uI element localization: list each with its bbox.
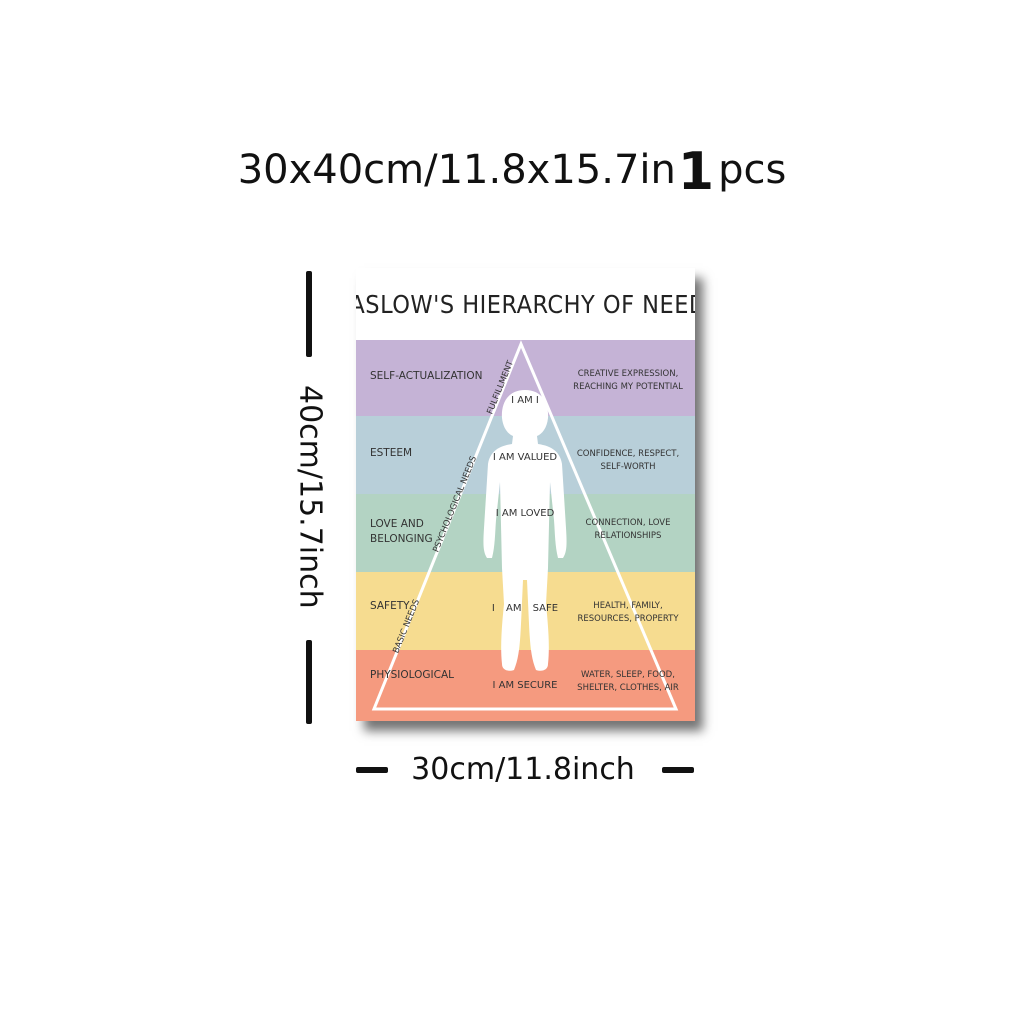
level-desc-self-actualization: CREATIVE EXPRESSION, REACHING MY POTENTI…	[573, 369, 683, 392]
statement-safety: I AM SAFE	[491, 603, 559, 614]
size-text: 30x40cm/11.8x15.7in	[237, 147, 676, 193]
height-dimension-bar-bottom	[306, 640, 312, 724]
statement-esteem: I AM VALUED	[492, 452, 558, 463]
level-name-self-actualization: SELF-ACTUALIZATION	[370, 370, 483, 382]
level-name-physiological: PHYSIOLOGICAL	[370, 669, 455, 681]
poster-title: MASLOW'S HIERARCHY OF NEEDS	[356, 289, 695, 319]
level-desc-esteem: CONFIDENCE, RESPECT, SELF-WORTH	[576, 449, 680, 472]
hierarchy-triangle-figure	[371, 340, 679, 711]
height-dimension-label: 40cm/15.7inch	[292, 385, 328, 609]
height-dimension-bar-top	[306, 271, 312, 357]
level-name-safety: SAFETY	[370, 600, 410, 612]
width-dimension-bar-left	[356, 767, 388, 773]
poster: MASLOW'S HIERARCHY OF NEEDS SELF-ACTUALI…	[356, 268, 695, 721]
quantity-number: 1	[677, 142, 715, 202]
level-name-love-belonging: LOVE AND BELONGING	[370, 518, 433, 545]
statement-love-belonging: I AM LOVED	[495, 508, 555, 519]
product-size-headline: 30x40cm/11.8x15.7in1 pcs	[0, 136, 1024, 202]
width-dimension-label: 30cm/11.8inch	[411, 752, 635, 787]
statement-self-actualization: I AM I	[511, 395, 539, 406]
quantity-unit: pcs	[718, 147, 787, 193]
level-desc-safety: HEALTH, FAMILY, RESOURCES, PROPERTY	[577, 601, 679, 624]
level-desc-love-belonging: CONNECTION, LOVE RELATIONSHIPS	[585, 518, 671, 541]
triangle-outline	[371, 340, 679, 711]
level-desc-physiological: WATER, SLEEP, FOOD, SHELTER, CLOTHES, AI…	[577, 670, 679, 693]
level-name-esteem: ESTEEM	[370, 447, 413, 459]
statement-physiological: I AM SECURE	[492, 680, 558, 691]
child-silhouette	[483, 390, 567, 671]
width-dimension-bar-right	[662, 767, 694, 773]
